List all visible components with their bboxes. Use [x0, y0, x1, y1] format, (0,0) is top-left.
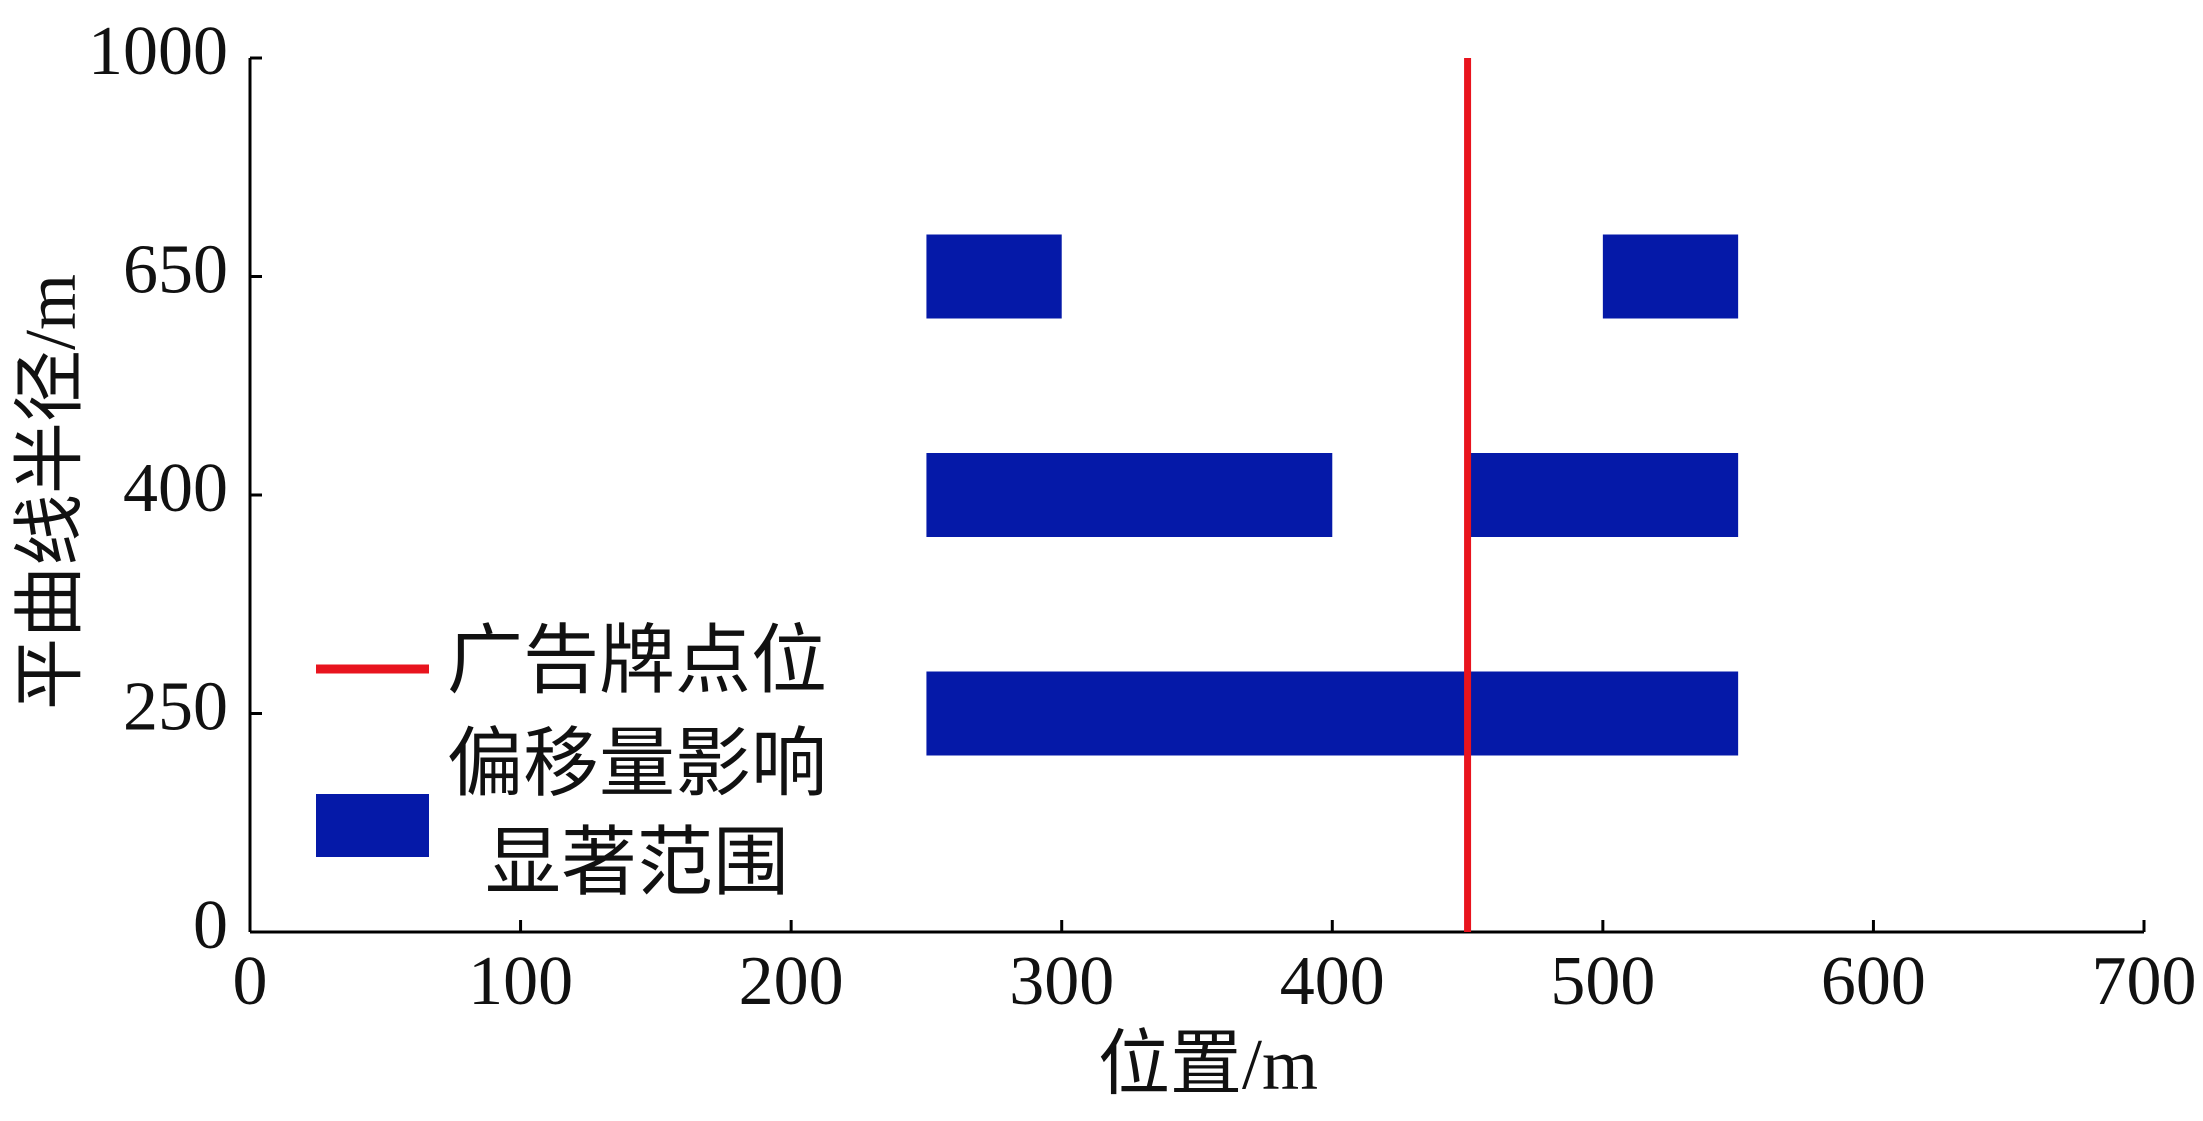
- x-tick-label: 500: [1550, 943, 1655, 1020]
- x-tick-label: 0: [233, 943, 268, 1020]
- range-bar: [1467, 453, 1739, 537]
- y-tick-label: 400: [123, 450, 228, 527]
- x-tick-label: 400: [1280, 943, 1385, 1020]
- range-bar: [926, 453, 1333, 537]
- range-bar: [926, 671, 1739, 756]
- range-bar: [1602, 234, 1739, 319]
- x-tick-label: 700: [2092, 943, 2197, 1020]
- legend-label: 偏移量影响: [447, 722, 827, 806]
- y-axis-label: 平曲线半径/m: [11, 274, 91, 710]
- legend-swatch: [316, 794, 429, 857]
- x-tick-label: 100: [468, 943, 573, 1020]
- x-axis-label: 位置/m: [1098, 1025, 1318, 1105]
- x-tick-label: 600: [1821, 943, 1926, 1020]
- y-tick-label: 1000: [88, 13, 228, 90]
- x-tick-label: 300: [1009, 943, 1114, 1020]
- y-tick-label: 250: [123, 669, 228, 746]
- range-bar: [926, 234, 1062, 319]
- x-tick-label: 200: [739, 943, 844, 1020]
- y-tick-label: 0: [193, 887, 228, 964]
- y-tick-label: 650: [123, 232, 228, 309]
- legend-label: 显著范围: [485, 821, 789, 905]
- legend-label: 广告牌点位: [447, 619, 827, 703]
